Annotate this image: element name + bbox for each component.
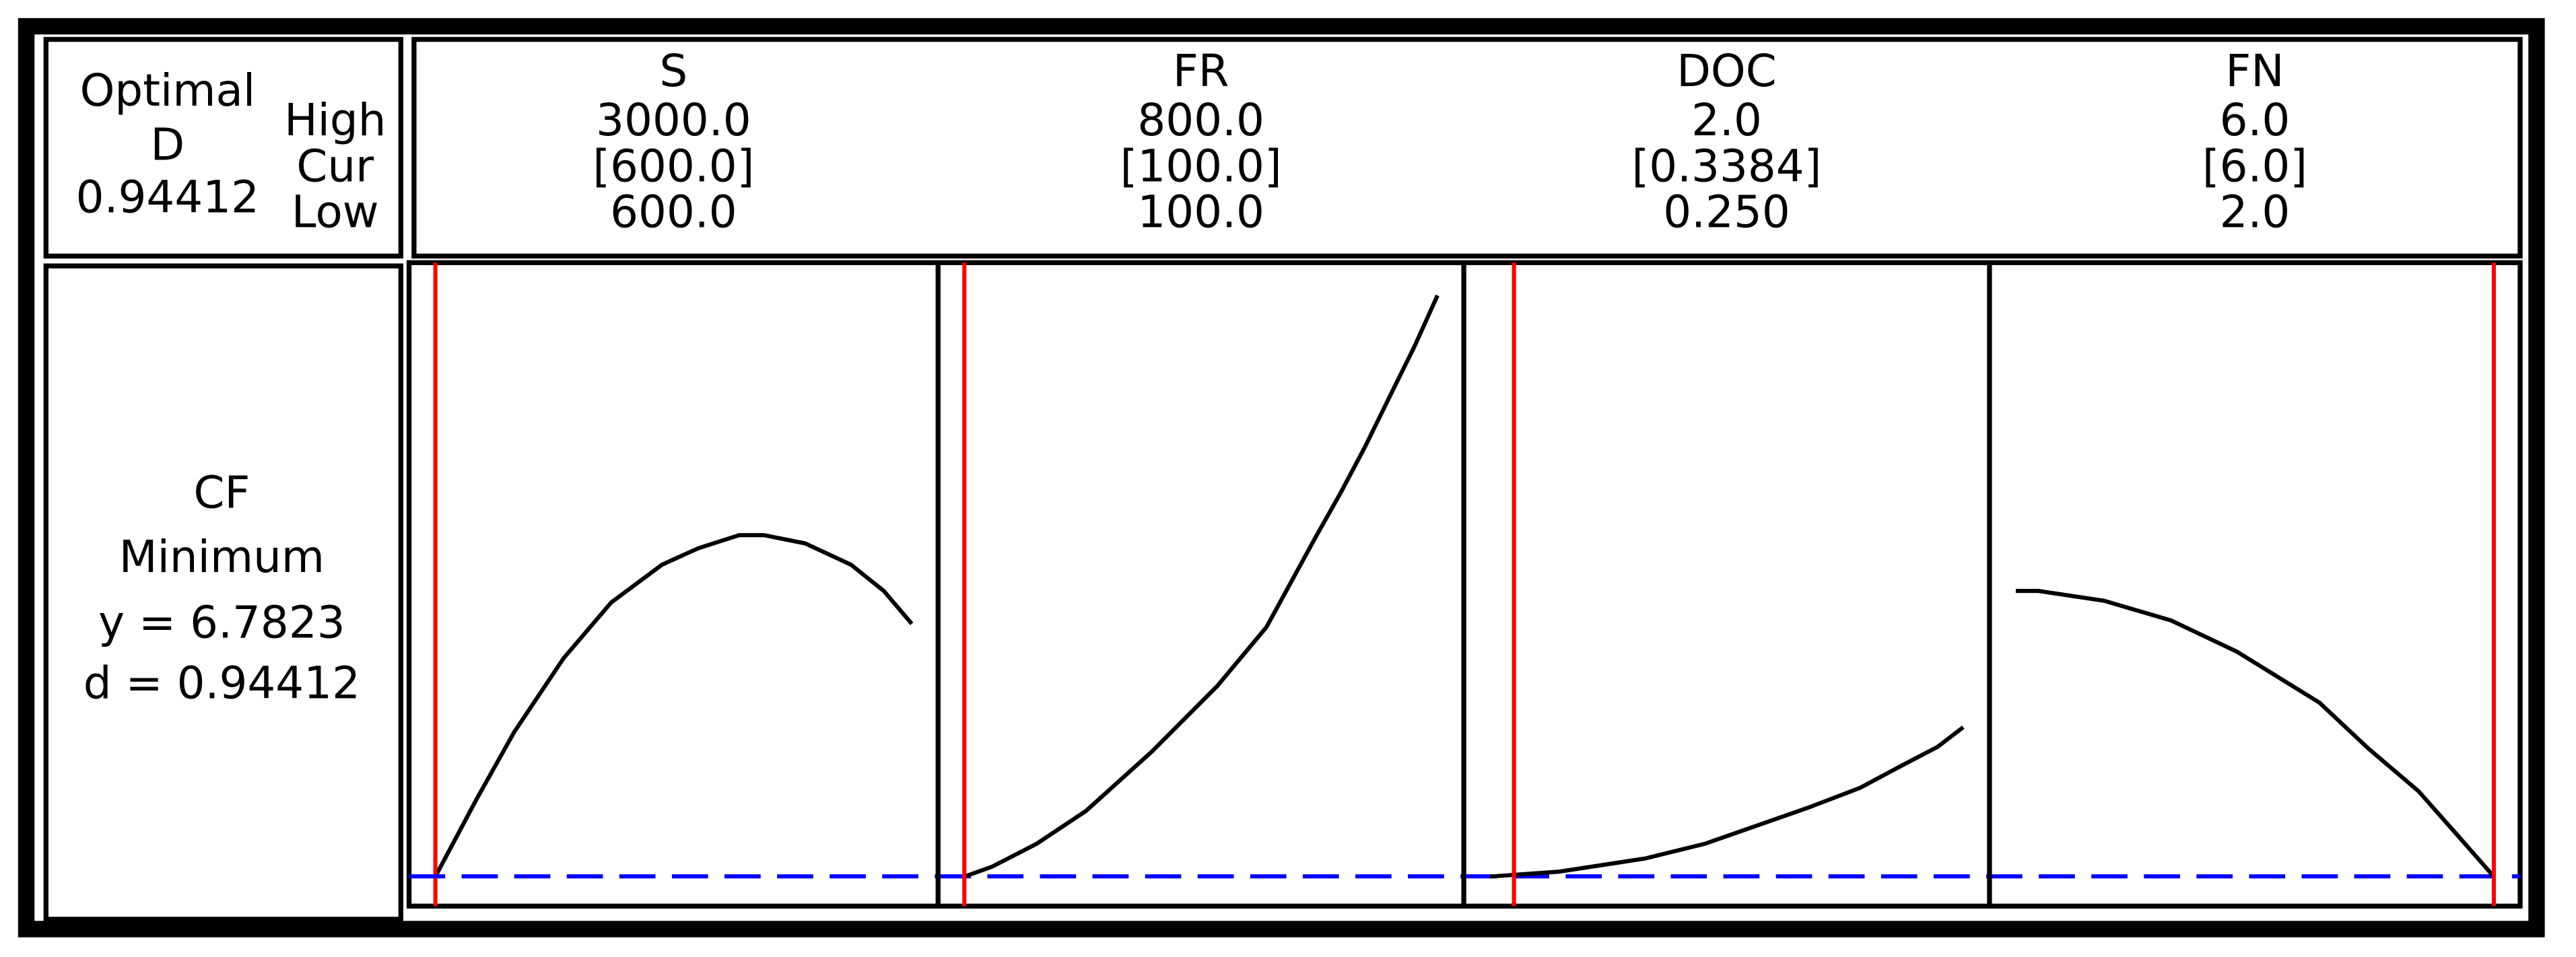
response-curve [1489, 725, 1965, 879]
response-name: CF [193, 467, 250, 519]
factor-high: 800.0 [1137, 94, 1264, 146]
factor-header-box [411, 36, 2523, 259]
factor-name: S [660, 45, 688, 97]
optimal-label: Optimal [80, 65, 256, 116]
high-label: High [284, 94, 386, 146]
response-curve [433, 533, 914, 878]
factor-cur: [600.0] [592, 140, 754, 192]
factor-high: 3000.0 [596, 94, 751, 146]
factor-high: 2.0 [1691, 94, 1762, 146]
factor-cur: [0.3384] [1632, 140, 1822, 192]
cur-label: Cur [296, 140, 374, 192]
response-y: y = 6.7823 [98, 596, 345, 648]
response-goal: Minimum [119, 531, 325, 583]
factor-cur: [6.0] [2202, 140, 2307, 192]
factor-name: FN [2225, 45, 2284, 97]
factor-low: 2.0 [2220, 186, 2291, 238]
factor-name: DOC [1676, 45, 1777, 97]
response-curve [963, 294, 1439, 879]
factor-low: 600.0 [610, 186, 737, 238]
optimal-box [43, 36, 404, 259]
d-value: 0.94412 [76, 172, 259, 223]
factor-low: 0.250 [1663, 186, 1790, 238]
factor-cur: [100.0] [1120, 140, 1282, 192]
response-curve [2015, 589, 2496, 878]
factor-high: 6.0 [2220, 94, 2291, 146]
low-label: Low [292, 186, 379, 238]
response-d: d = 0.94412 [83, 658, 360, 709]
d-label: D [151, 119, 185, 171]
factor-name: FR [1173, 45, 1229, 97]
factor-low: 100.0 [1137, 186, 1264, 238]
outer-frame [18, 17, 2545, 937]
response-box [43, 263, 404, 922]
